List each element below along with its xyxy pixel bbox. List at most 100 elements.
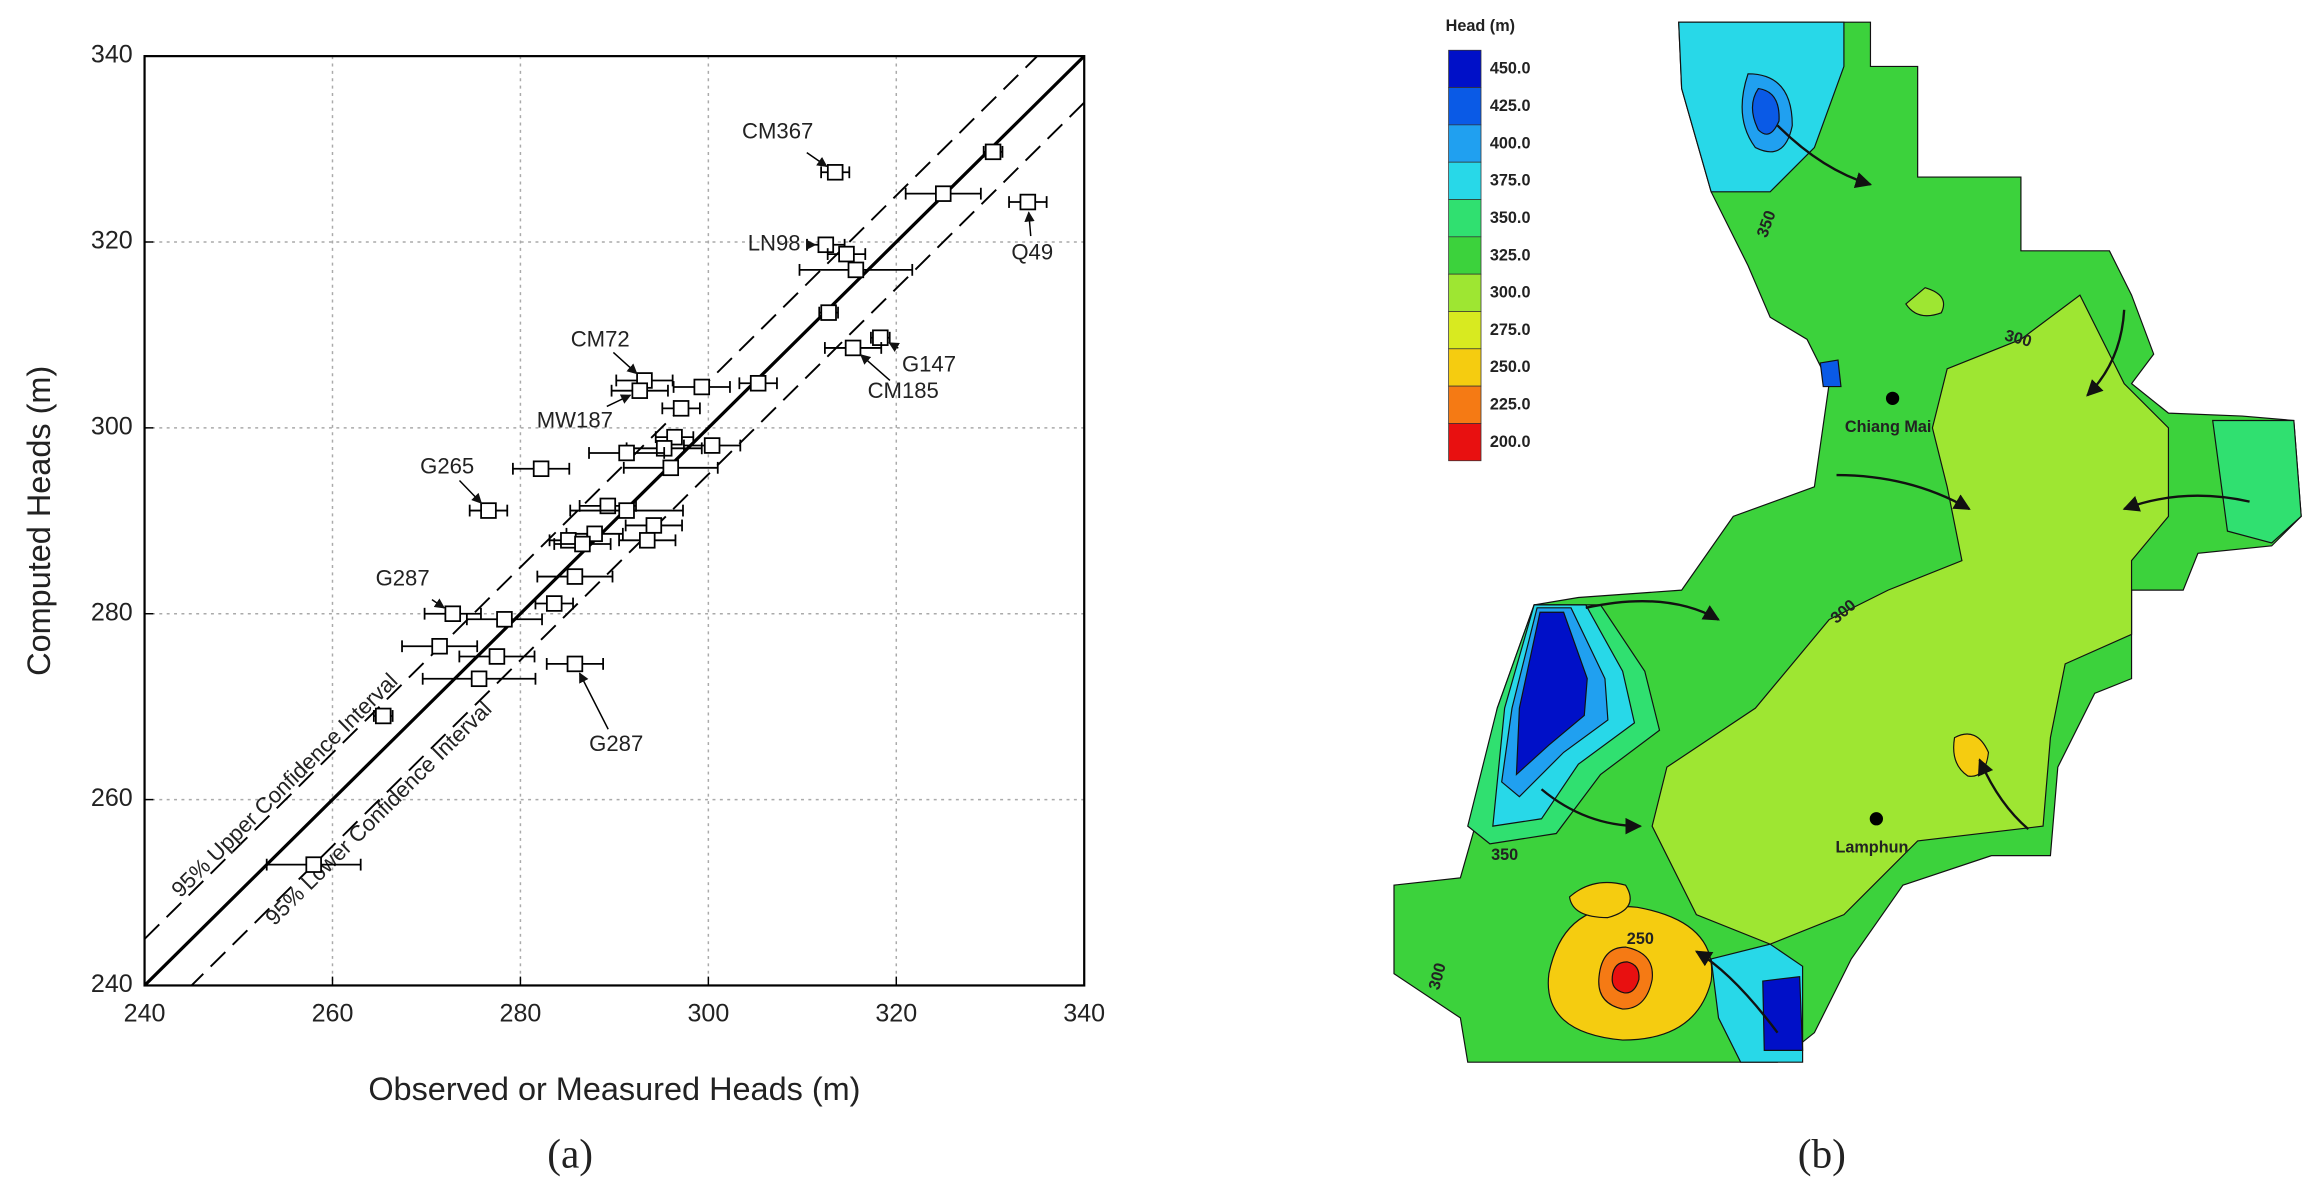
x-tick-label: 260 <box>312 1000 354 1028</box>
y-axis-title: Computed Heads (m) <box>21 366 57 676</box>
legend-swatch <box>1448 348 1482 387</box>
data-point <box>703 437 721 454</box>
data-point <box>749 374 767 392</box>
x-tick-label: 240 <box>124 1000 166 1028</box>
data-point <box>480 502 497 519</box>
data-point <box>1019 193 1037 211</box>
data-point <box>844 339 862 357</box>
legend-swatch <box>1448 199 1482 238</box>
y-tick-label: 260 <box>91 784 133 812</box>
contour-region <box>1611 961 1640 994</box>
data-point <box>444 605 462 622</box>
data-point <box>305 856 322 873</box>
label-arrow <box>458 480 483 504</box>
point-label: CM185 <box>868 378 939 403</box>
place-marker <box>1869 812 1884 826</box>
legend-label: 250.0 <box>1490 358 1531 376</box>
data-point <box>566 655 584 673</box>
legend-swatch <box>1448 273 1482 312</box>
reference-lines <box>144 56 1085 986</box>
label-arrow <box>612 351 638 375</box>
point-label: CM367 <box>742 118 813 143</box>
reference-line <box>190 101 1085 986</box>
legend-label: 425.0 <box>1490 97 1531 115</box>
x-axis-title: Observed or Measured Heads (m) <box>368 1071 860 1107</box>
legend-label: 400.0 <box>1490 134 1531 152</box>
contour-region <box>2212 419 2302 544</box>
contour-region <box>1819 359 1842 388</box>
label-arrow <box>606 394 632 408</box>
label-arrow <box>860 354 891 382</box>
data-point <box>639 532 656 549</box>
data-point <box>618 502 635 519</box>
contour-region <box>1751 87 1780 135</box>
label-arrow <box>1024 211 1035 237</box>
y-tick-label: 340 <box>91 41 133 69</box>
y-tick-label: 240 <box>91 970 133 998</box>
data-point <box>586 525 603 543</box>
data-point <box>847 261 865 279</box>
legend-label: 450.0 <box>1490 60 1531 78</box>
legend-label: 275.0 <box>1490 321 1531 339</box>
label-arrow <box>578 672 609 730</box>
place-marker <box>1885 391 1900 405</box>
flow-arrow <box>1585 600 1720 621</box>
data-point <box>631 382 649 399</box>
point-label: MW187 <box>537 408 613 433</box>
x-tick-label: 280 <box>500 1000 542 1028</box>
x-tick-label: 300 <box>687 1000 729 1028</box>
flow-arrow <box>1540 788 1642 835</box>
legend-title: Head (m) <box>1446 17 1515 35</box>
data-point <box>560 532 577 549</box>
data-point <box>693 378 711 396</box>
data-point <box>838 245 855 263</box>
data-point <box>618 444 635 462</box>
legend-label: 300.0 <box>1490 284 1531 302</box>
reference-line <box>144 56 1085 986</box>
plot-frame <box>143 55 1086 987</box>
data-point <box>496 611 513 628</box>
legend-swatch <box>1448 49 1482 88</box>
legend-label: 325.0 <box>1490 246 1531 264</box>
point-label: G147 <box>902 352 956 377</box>
label-arrow <box>888 342 900 352</box>
data-point <box>662 459 680 477</box>
flow-arrow <box>2122 494 2250 512</box>
data-point <box>935 185 952 202</box>
contour-region <box>1515 611 1588 776</box>
data-point <box>984 143 1002 161</box>
x-tick-label: 320 <box>875 1000 917 1028</box>
y-tick-label: 280 <box>91 598 133 626</box>
place-label: Lamphun <box>1835 839 1908 857</box>
legend-swatch <box>1448 236 1482 275</box>
legend-label: 350.0 <box>1490 209 1531 227</box>
data-point <box>599 497 617 515</box>
data-point <box>645 517 663 534</box>
data-point <box>672 400 690 417</box>
x-tick-label: 340 <box>1063 1000 1105 1028</box>
reference-line-label: 95% Lower Confidence Interval <box>260 696 496 930</box>
contour-label: 350 <box>1491 846 1518 864</box>
data-point <box>817 236 835 254</box>
data-point <box>872 329 889 346</box>
contour-region <box>1393 21 2302 1063</box>
reference-line <box>144 56 1039 940</box>
legend-swatch <box>1448 423 1482 462</box>
legend-label: 375.0 <box>1490 172 1531 190</box>
panel-label: (b) <box>1798 1131 1846 1178</box>
contour-region <box>1762 975 1804 1051</box>
legend-label: 200.0 <box>1490 433 1531 451</box>
data-point <box>826 164 844 181</box>
legend-swatch <box>1448 385 1482 424</box>
data-point <box>488 648 506 665</box>
flow-arrow <box>1977 758 2030 830</box>
flow-arrow <box>1694 950 1779 1034</box>
data-point <box>545 595 563 612</box>
point-label: G287 <box>376 566 430 591</box>
legend-swatch <box>1448 124 1482 163</box>
contour-region <box>1905 287 1945 317</box>
flow-arrow <box>2086 309 2126 397</box>
y-tick-label: 300 <box>91 412 133 440</box>
